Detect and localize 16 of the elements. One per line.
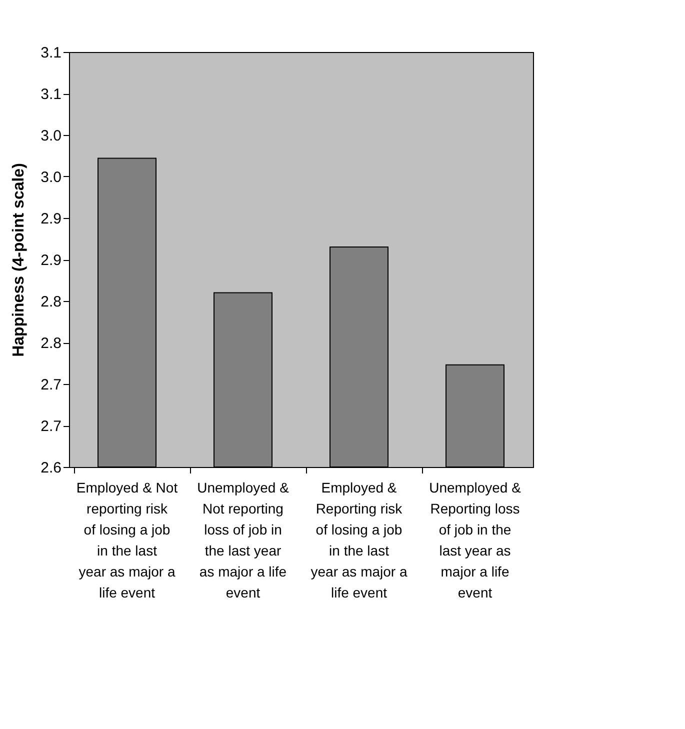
y-tick-label: 3.1 bbox=[40, 44, 62, 62]
y-tick-label: 2.9 bbox=[40, 210, 62, 228]
y-tick-label: 2.7 bbox=[40, 376, 62, 394]
x-tick-label: Unemployed & Not reporting loss of job in the last year as major a life event bbox=[197, 480, 290, 600]
y-tick-label: 2.8 bbox=[40, 335, 62, 352]
y-tick-label: 2.6 bbox=[40, 460, 62, 476]
y-axis-title: Happiness (4-point scale) bbox=[10, 163, 28, 357]
y-tick-label: 3.1 bbox=[40, 86, 62, 103]
x-tick-label: Unemployed & Reporting loss of job in the last year as major a life event bbox=[429, 480, 522, 600]
y-tick-label: 2.8 bbox=[40, 294, 62, 310]
x-tick-label: Employed & Not reporting risk of losing a job in the last year as major a life event bbox=[76, 480, 178, 600]
y-tick-label: 3.0 bbox=[40, 169, 62, 186]
x-tick-label: Employed & Reporting risk of losing a job in the last year as major a life event bbox=[310, 480, 408, 600]
y-tick-label: 3.0 bbox=[40, 128, 62, 144]
y-tick-label: 2.9 bbox=[40, 252, 62, 269]
y-tick-label: 2.7 bbox=[40, 418, 62, 435]
